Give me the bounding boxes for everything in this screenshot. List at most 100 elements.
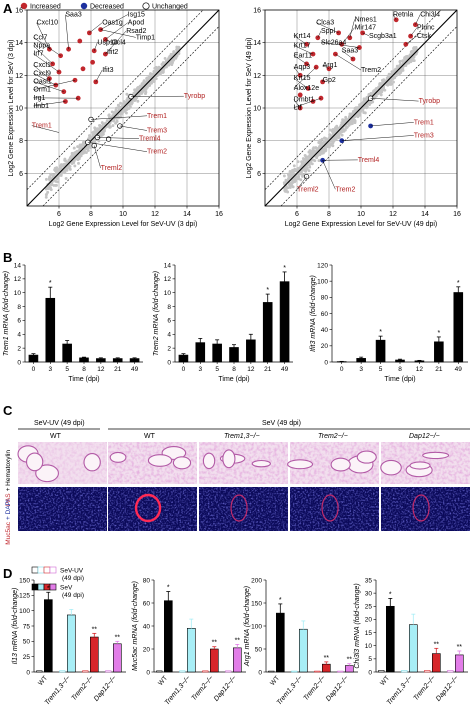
- gene-point: [55, 183, 58, 187]
- gene-point: [133, 88, 137, 92]
- gene-point: [161, 68, 165, 72]
- gene-point: [314, 146, 318, 150]
- y-tick-label: 6: [257, 171, 261, 178]
- category-label: Trem2−/−: [190, 675, 215, 702]
- gene-point: [387, 72, 391, 76]
- category-label: 3: [359, 366, 363, 373]
- data-bar: [279, 281, 290, 363]
- data-bar: [195, 342, 206, 363]
- y-tick-label: 60: [321, 311, 329, 318]
- category-label: 3: [48, 366, 52, 373]
- gene-point: [368, 100, 372, 104]
- gene-point: [73, 151, 77, 155]
- gene-point: [110, 110, 114, 114]
- gene-point: [304, 164, 308, 168]
- gene-point: [363, 104, 367, 108]
- gene-point: [88, 134, 91, 138]
- gene-leader-line: [293, 45, 314, 55]
- gene-point: [82, 149, 86, 153]
- gene-label: Krt17: [294, 43, 311, 50]
- gene-point: [287, 174, 291, 177]
- y-tick-label: 12: [164, 276, 172, 283]
- category-label: 49: [131, 366, 139, 373]
- y-axis-label: Muc5ac mRNA (fold-change): [132, 581, 139, 671]
- gene-point: [385, 83, 389, 86]
- y-tick-label: 4: [167, 332, 171, 339]
- gene-label: Isg15: [128, 12, 145, 19]
- data-bar: [178, 354, 189, 363]
- row-label-muc5ac-stain: Muc5ac: [5, 521, 12, 545]
- gene-point: [165, 59, 169, 63]
- gene-label: Gp2: [323, 77, 336, 84]
- gene-point: [100, 121, 104, 125]
- gene-point: [125, 92, 129, 96]
- gene-point: [408, 54, 412, 58]
- gene-point-cloud: [282, 45, 419, 194]
- baseline-bar: [59, 670, 66, 673]
- gene-point: [331, 131, 335, 134]
- decreased-point: [339, 138, 345, 144]
- gene-label: Treml4: [139, 136, 161, 143]
- gene-leader-line: [97, 137, 140, 139]
- gene-leader-line: [405, 35, 418, 45]
- data-bar: [90, 636, 99, 673]
- gene-point: [358, 103, 362, 107]
- bar-chart-muc5ac: 0 20 40 60 80 Muc5ac mRNA (fold-change) * WT Tre…: [132, 577, 246, 707]
- x-tick-label: 6: [295, 211, 299, 218]
- legend-unchanged-marker: [142, 2, 150, 10]
- gene-point: [362, 111, 366, 114]
- gene-leader-line: [370, 122, 414, 127]
- airway-lumen: [35, 464, 59, 483]
- category-label: Dap12−/−: [93, 675, 118, 703]
- significance-star: *: [49, 280, 52, 287]
- baseline-bar: [105, 670, 112, 673]
- gene-label: Scgb3a1: [369, 33, 397, 40]
- gene-point: [318, 144, 322, 148]
- y-tick-label: 150: [251, 600, 262, 607]
- x-tick-label: 16: [453, 211, 461, 218]
- dapi-texture: [290, 487, 379, 531]
- y-tick-label: 12: [253, 73, 261, 80]
- category-label: 8: [232, 366, 236, 373]
- gene-leader-line: [392, 14, 397, 20]
- row-label-pas-stain: PAS: [5, 493, 12, 506]
- category-label: WT: [157, 675, 169, 687]
- increased-point: [77, 38, 83, 44]
- gene-point: [292, 164, 296, 168]
- gene-label: Tyrobp: [419, 98, 441, 105]
- gene-label: Alox12e: [294, 85, 319, 92]
- x-tick-label: 12: [151, 211, 159, 218]
- gene-point: [392, 69, 396, 73]
- gene-point: [76, 145, 80, 149]
- gene-leader-line: [341, 135, 414, 141]
- gene-point: [107, 113, 111, 117]
- data-bar: [212, 343, 222, 363]
- y-tick-label: 15: [365, 630, 373, 637]
- legend-uv-label: SeV-UV: [60, 568, 84, 575]
- gene-point: [380, 90, 384, 94]
- column-label-dap12: Dap12−/−: [409, 433, 440, 440]
- gene-point: [307, 155, 311, 158]
- legend-unchanged-label: Unchanged: [152, 4, 188, 11]
- gene-point: [310, 158, 314, 162]
- gene-point: [285, 179, 289, 183]
- gene-point: [412, 59, 416, 63]
- y-tick-label: 8: [19, 138, 23, 145]
- increased-point: [297, 92, 303, 98]
- airway-lumen: [202, 452, 216, 470]
- gene-point: [169, 52, 173, 56]
- increased-point: [80, 66, 86, 72]
- baseline-bar: [378, 670, 385, 673]
- y-tick-label: 80: [321, 295, 329, 302]
- gene-leader-line: [293, 35, 307, 45]
- gene-point: [147, 74, 151, 78]
- gene-point: [308, 165, 312, 169]
- gene-leader-line: [341, 50, 354, 60]
- data-bar: [45, 297, 56, 363]
- gene-point: [410, 51, 414, 55]
- gene-point: [90, 136, 94, 140]
- gene-point: [413, 47, 417, 51]
- gene-point: [390, 82, 393, 86]
- category-label: 49: [455, 366, 463, 373]
- data-bar: [375, 339, 386, 363]
